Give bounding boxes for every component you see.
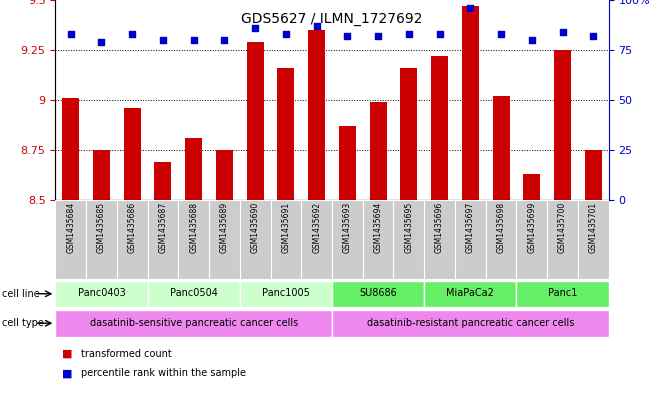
Point <box>281 31 291 37</box>
Bar <box>585 151 602 200</box>
Bar <box>363 200 393 279</box>
Bar <box>462 6 478 200</box>
Bar <box>271 200 301 279</box>
Bar <box>55 281 148 307</box>
Bar <box>400 68 417 200</box>
Text: GSM1435694: GSM1435694 <box>374 202 383 253</box>
Text: GSM1435691: GSM1435691 <box>281 202 290 253</box>
Text: GSM1435686: GSM1435686 <box>128 202 137 253</box>
Text: GSM1435685: GSM1435685 <box>97 202 106 253</box>
Bar <box>486 200 516 279</box>
Text: GSM1435698: GSM1435698 <box>497 202 506 253</box>
Bar <box>332 310 609 336</box>
Bar <box>424 200 455 279</box>
Bar <box>455 200 486 279</box>
Text: GSM1435687: GSM1435687 <box>158 202 167 253</box>
Text: GSM1435684: GSM1435684 <box>66 202 76 253</box>
Bar <box>93 151 110 200</box>
Bar <box>86 200 117 279</box>
Bar <box>523 174 540 200</box>
Text: Panc1005: Panc1005 <box>262 288 310 298</box>
Bar <box>301 200 332 279</box>
Text: dasatinib-sensitive pancreatic cancer cells: dasatinib-sensitive pancreatic cancer ce… <box>90 318 298 328</box>
Bar <box>554 50 571 200</box>
Text: GSM1435688: GSM1435688 <box>189 202 198 253</box>
Text: GSM1435690: GSM1435690 <box>251 202 260 253</box>
Bar <box>117 200 148 279</box>
Bar <box>148 281 240 307</box>
Text: GSM1435699: GSM1435699 <box>527 202 536 253</box>
Bar <box>493 96 510 200</box>
Text: GSM1435692: GSM1435692 <box>312 202 321 253</box>
Point <box>158 37 168 43</box>
Point <box>465 5 475 11</box>
Bar <box>247 42 264 200</box>
Text: cell type: cell type <box>2 318 44 328</box>
Text: Panc1: Panc1 <box>548 288 577 298</box>
Bar <box>547 200 578 279</box>
Text: dasatinib-resistant pancreatic cancer cells: dasatinib-resistant pancreatic cancer ce… <box>367 318 574 328</box>
Text: transformed count: transformed count <box>81 349 172 359</box>
Point <box>189 37 199 43</box>
Bar <box>216 151 233 200</box>
Bar <box>148 200 178 279</box>
Point <box>342 33 353 39</box>
Bar <box>424 281 516 307</box>
Text: ■: ■ <box>62 349 72 359</box>
Bar <box>62 98 79 200</box>
Bar <box>277 68 294 200</box>
Bar <box>308 30 325 200</box>
Text: GSM1435700: GSM1435700 <box>558 202 567 253</box>
Point <box>373 33 383 39</box>
Text: ■: ■ <box>62 368 72 378</box>
Text: Panc0403: Panc0403 <box>77 288 126 298</box>
Bar <box>240 200 271 279</box>
Bar <box>332 200 363 279</box>
Text: GSM1435701: GSM1435701 <box>589 202 598 253</box>
Bar <box>124 108 141 200</box>
Bar <box>186 138 202 200</box>
Bar <box>209 200 240 279</box>
Point <box>250 25 260 31</box>
Bar <box>578 200 609 279</box>
Text: percentile rank within the sample: percentile rank within the sample <box>81 368 246 378</box>
Point <box>127 31 137 37</box>
Text: cell line: cell line <box>2 289 40 299</box>
Bar <box>431 56 448 200</box>
Text: MiaPaCa2: MiaPaCa2 <box>447 288 494 298</box>
Bar <box>178 200 209 279</box>
Point <box>219 37 230 43</box>
Bar <box>370 102 387 200</box>
Point <box>527 37 537 43</box>
Point <box>311 23 322 29</box>
Bar <box>516 281 609 307</box>
Text: GSM1435689: GSM1435689 <box>220 202 229 253</box>
Bar <box>154 162 171 200</box>
Point <box>404 31 414 37</box>
Point <box>588 33 598 39</box>
Text: GSM1435696: GSM1435696 <box>435 202 444 253</box>
Bar <box>332 281 424 307</box>
Bar <box>55 310 332 336</box>
Text: Panc0504: Panc0504 <box>170 288 217 298</box>
Bar <box>393 200 424 279</box>
Point <box>557 29 568 35</box>
Point <box>434 31 445 37</box>
Text: GDS5627 / ILMN_1727692: GDS5627 / ILMN_1727692 <box>242 12 422 26</box>
Text: GSM1435693: GSM1435693 <box>343 202 352 253</box>
Point <box>496 31 506 37</box>
Text: GSM1435695: GSM1435695 <box>404 202 413 253</box>
Text: GSM1435697: GSM1435697 <box>466 202 475 253</box>
Bar <box>516 200 547 279</box>
Bar <box>55 200 86 279</box>
Bar <box>240 281 332 307</box>
Point <box>66 31 76 37</box>
Text: SU8686: SU8686 <box>359 288 397 298</box>
Point <box>96 39 107 45</box>
Bar <box>339 126 356 200</box>
